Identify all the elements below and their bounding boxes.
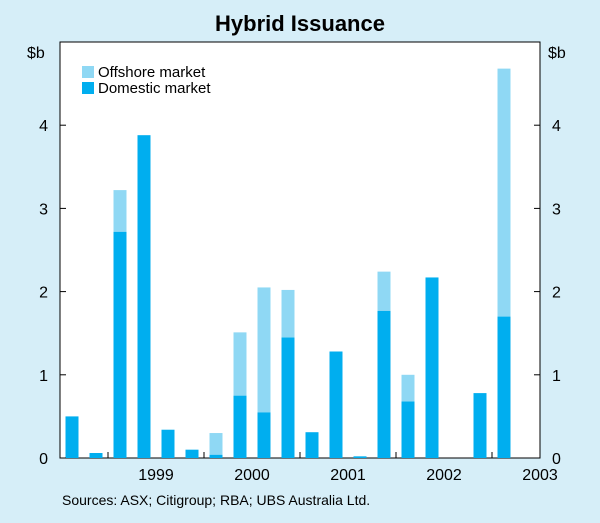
bar-offshore-2000Q1 (209, 433, 223, 455)
bar-domestic-2002Q4 (473, 393, 487, 458)
x-axis: 1999 2000 2001 2002 2003 (107, 452, 558, 484)
y-tick-label-right: 4 (552, 118, 561, 135)
bar-domestic-2001Q4 (377, 310, 391, 458)
x-tick-label-1999: 1999 (138, 467, 174, 484)
bar-offshore-2003Q1 (497, 68, 511, 317)
bar-offshore-2000Q2 (233, 332, 247, 396)
bar-domestic-1999Q1 (113, 231, 127, 458)
y-axis-right: 0 1 2 3 4 (534, 118, 561, 468)
bar-domestic-2001Q3 (353, 456, 367, 458)
legend-label-domestic: Domestic market (98, 80, 211, 97)
y-tick-label-left: 1 (39, 368, 48, 385)
y-tick-label-left: 2 (39, 285, 48, 302)
y-tick-label-right: 2 (552, 285, 561, 302)
bar-domestic-1999Q4 (185, 449, 199, 458)
legend-swatch-offshore (82, 66, 94, 78)
chart-title: Hybrid Issuance (215, 11, 385, 36)
bar-offshore-1999Q1 (113, 190, 127, 232)
bar-domestic-2002Q1 (401, 401, 415, 458)
x-tick-label-2003: 2003 (522, 467, 558, 484)
x-tick-label-2001: 2001 (330, 467, 366, 484)
bar-domestic-2000Q1 (209, 454, 223, 458)
bar-domestic-1998Q3 (65, 416, 79, 458)
bar-domestic-2000Q2 (233, 395, 247, 458)
bar-domestic-2002Q2 (425, 277, 439, 458)
bar-domestic-1998Q4 (89, 453, 103, 458)
y-tick-label-left: 0 (39, 451, 48, 468)
source-note: Sources: ASX; Citigroup; RBA; UBS Austra… (62, 492, 370, 508)
bar-offshore-2000Q3 (257, 287, 271, 413)
y-tick-label-left: 4 (39, 118, 48, 135)
x-tick-label-2002: 2002 (426, 467, 462, 484)
bar-domestic-2001Q1 (305, 432, 319, 458)
y-unit-left: $b (27, 45, 45, 62)
bar-domestic-1999Q2 (137, 135, 151, 458)
bars (65, 68, 511, 458)
bar-offshore-2002Q1 (401, 374, 415, 402)
bar-domestic-2000Q4 (281, 337, 295, 458)
x-tick-label-2000: 2000 (234, 467, 270, 484)
bar-offshore-2001Q4 (377, 271, 391, 311)
y-axis-left: 0 1 2 3 4 (39, 118, 66, 468)
y-tick-label-left: 3 (39, 201, 48, 218)
y-tick-label-right: 3 (552, 201, 561, 218)
y-unit-right: $b (548, 45, 566, 62)
y-tick-label-right: 0 (552, 451, 561, 468)
legend-swatch-domestic (82, 82, 94, 94)
bar-domestic-2001Q2 (329, 351, 343, 458)
y-tick-label-right: 1 (552, 368, 561, 385)
bar-domestic-2003Q1 (497, 316, 511, 458)
bar-domestic-1999Q3 (161, 429, 175, 458)
bar-domestic-2000Q3 (257, 412, 271, 458)
legend-label-offshore: Offshore market (98, 64, 206, 81)
plot-area (59, 41, 541, 459)
bar-offshore-2000Q4 (281, 289, 295, 338)
